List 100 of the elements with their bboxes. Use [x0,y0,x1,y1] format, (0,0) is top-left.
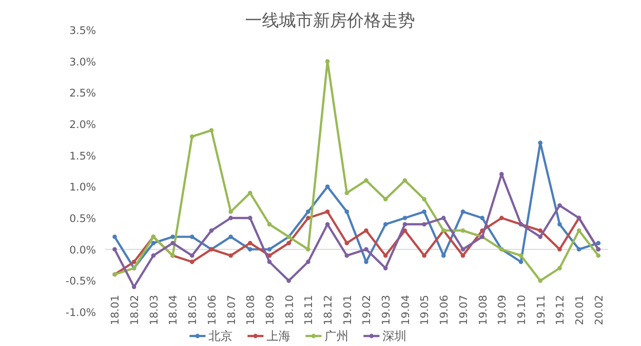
point [267,247,272,252]
point [286,278,291,283]
x-tick-label: 19.08 [477,295,490,326]
point [170,240,175,246]
x-tick-label: 18.05 [187,295,200,326]
point [538,234,542,239]
point [151,240,156,246]
point [518,260,524,264]
y-tick-label: 0.0% [69,244,96,256]
point [364,247,368,252]
point [576,228,582,233]
point [402,216,408,220]
y-tick-label: -1.0% [66,307,96,319]
point [538,228,542,233]
x-tick-label: 19.01 [342,295,354,326]
point [518,253,524,258]
x-tick-label: 19.10 [516,295,528,326]
point [499,172,504,176]
point [344,210,350,214]
point [306,247,310,252]
point [460,228,466,233]
point [286,240,291,246]
x-tick-label: 19.04 [400,294,412,326]
x-tick-label: 18.03 [148,295,160,326]
point [190,253,194,258]
point [209,228,214,233]
y-tick-label: 2.5% [69,88,96,100]
point [499,216,504,220]
x-tick-label: 18.11 [303,295,316,326]
point [228,253,233,258]
point [557,203,562,208]
point [248,190,252,196]
point [538,278,542,283]
x-tick-label: 19.03 [380,295,393,326]
point [383,197,388,202]
point [422,253,426,258]
point [402,178,408,183]
point [190,234,194,239]
point [344,253,350,258]
chart-title: 一线城市新房价格走势 [245,11,415,31]
point [441,216,446,220]
y-tick-label: -0.5% [66,276,96,288]
y-tick-label: 3.5% [69,25,96,37]
point [344,240,350,246]
point [460,210,466,214]
point [596,240,601,246]
x-tick-label: 19.07 [458,295,470,326]
point [132,260,136,264]
point [557,247,562,252]
point [248,240,252,246]
point [267,222,272,226]
point [364,228,368,233]
point [422,222,426,226]
point [557,222,562,226]
point [364,178,368,183]
x-tick-label: 18.01 [110,295,122,326]
legend-label: 北京 [208,329,232,343]
point [557,266,562,270]
y-tick-label: 1.5% [69,150,96,162]
point [325,184,330,189]
x-tick-label: 18.08 [245,295,258,326]
x-tick-label: 19.05 [419,295,432,326]
x-tick-label: 18.06 [206,294,218,326]
point [576,247,582,252]
point [190,260,194,264]
x-tick-label: 19.12 [554,295,567,326]
point [538,140,542,145]
point [151,253,156,258]
x-tick-label: 20.02 [593,295,606,326]
point [306,210,310,214]
point [228,210,233,214]
point [383,266,388,270]
point [480,216,484,220]
point [325,210,330,214]
x-tick-label: 18.02 [129,295,142,326]
legend-label: 广州 [324,329,348,343]
y-tick-label: 2.0% [69,119,96,131]
point [306,260,310,264]
x-tick-label: 19.06 [438,294,451,326]
point [228,216,233,220]
x-tick-label: 18.04 [168,294,180,326]
point [422,197,426,202]
point [209,128,214,132]
point [422,210,426,214]
y-tick-label: 1.0% [69,182,96,194]
x-tick-label: 19.02 [361,295,374,326]
point [306,216,310,220]
legend-label: 上海 [266,329,290,343]
point [383,222,388,226]
point [112,247,117,252]
y-tick-label: 3.0% [69,56,96,68]
point [112,234,117,239]
y-tick-label: 0.5% [69,213,96,225]
x-tick-label: 20.01 [574,295,586,326]
point [248,247,252,252]
point [325,59,330,64]
x-tick-label: 18.07 [226,295,238,326]
point [460,253,466,258]
point [402,222,408,226]
x-tick-label: 18.10 [284,295,296,326]
